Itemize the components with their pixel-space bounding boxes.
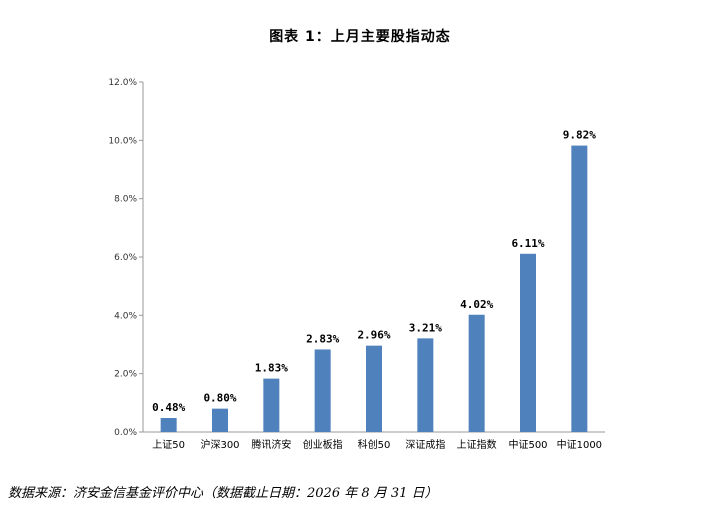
category-label: 上证50 bbox=[152, 439, 185, 451]
bar bbox=[417, 338, 434, 432]
y-tick-label: 8.0% bbox=[114, 195, 137, 205]
category-label: 科创50 bbox=[358, 438, 391, 451]
bar bbox=[571, 145, 588, 433]
y-tick-label: 2.0% bbox=[114, 370, 137, 380]
chart-title: 图表 1：上月主要股指动态 bbox=[269, 29, 451, 45]
bar bbox=[263, 378, 280, 432]
category-label: 深证成指 bbox=[405, 438, 445, 451]
source-note: 数据来源：济安金信基金评价中心（数据截止日期：2026 年 8 月 31 日） bbox=[8, 486, 438, 501]
bar bbox=[314, 349, 331, 432]
bar-data-label: 1.83% bbox=[255, 362, 288, 375]
bar-data-label: 2.96% bbox=[357, 329, 390, 342]
y-tick-label: 4.0% bbox=[114, 311, 137, 321]
category-label: 腾讯济安 bbox=[251, 438, 291, 451]
bar-data-label: 4.02% bbox=[460, 298, 493, 311]
y-tick-label: 6.0% bbox=[114, 253, 137, 263]
bars-group bbox=[160, 145, 588, 433]
bar bbox=[366, 345, 382, 432]
data-labels-group: 0.48% 0.80% 1.83% 2.83% 2.96% 3.21% 4.02% 6.11%… bbox=[152, 129, 596, 414]
bar-data-label: 2.83% bbox=[306, 332, 339, 345]
bar bbox=[468, 314, 485, 432]
category-label: 中证500 bbox=[508, 438, 547, 451]
bar bbox=[160, 418, 177, 432]
category-label: 沪深300 bbox=[200, 438, 239, 451]
bar bbox=[520, 253, 536, 432]
bar-data-label: 9.82% bbox=[563, 129, 596, 142]
y-tick-label: 12.0% bbox=[108, 78, 137, 88]
bar-data-label: 3.21% bbox=[409, 321, 442, 334]
y-axis-ticks: 0.0% 2.0% 4.0% 6.0% 8.0% 10.0% 12.0% bbox=[108, 78, 143, 438]
y-tick-label: 0.0% bbox=[114, 428, 137, 438]
y-tick-label: 10.0% bbox=[108, 136, 137, 146]
category-label: 中证1000 bbox=[557, 438, 602, 451]
bar-data-label: 0.80% bbox=[203, 392, 236, 405]
category-label: 上证指数 bbox=[457, 438, 497, 451]
bar bbox=[212, 408, 228, 432]
bar-data-label: 0.48% bbox=[152, 401, 185, 414]
category-labels-group: 上证50 沪深300 腾讯济安 创业板指 科创50 深证成指 上证指数 中证500 中证1000 bbox=[152, 438, 602, 451]
bar-data-label: 6.11% bbox=[511, 237, 544, 250]
category-label: 创业板指 bbox=[303, 438, 343, 451]
